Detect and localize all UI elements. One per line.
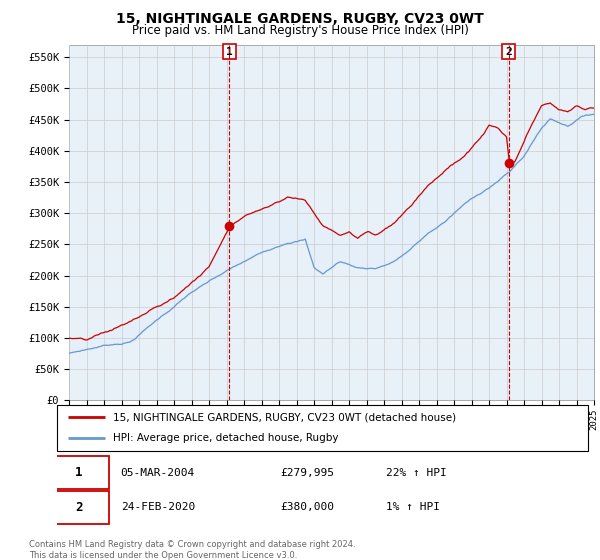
FancyBboxPatch shape	[57, 405, 588, 451]
Text: Contains HM Land Registry data © Crown copyright and database right 2024.
This d: Contains HM Land Registry data © Crown c…	[29, 540, 355, 560]
Text: 15, NIGHTINGALE GARDENS, RUGBY, CV23 0WT: 15, NIGHTINGALE GARDENS, RUGBY, CV23 0WT	[116, 12, 484, 26]
Text: 1% ↑ HPI: 1% ↑ HPI	[386, 502, 440, 512]
Text: 1: 1	[226, 46, 233, 57]
Text: £380,000: £380,000	[280, 502, 334, 512]
Text: HPI: Average price, detached house, Rugby: HPI: Average price, detached house, Rugb…	[113, 433, 338, 444]
Text: 22% ↑ HPI: 22% ↑ HPI	[386, 468, 447, 478]
Text: 05-MAR-2004: 05-MAR-2004	[121, 468, 195, 478]
Text: 2: 2	[505, 46, 512, 57]
FancyBboxPatch shape	[49, 491, 109, 524]
Text: 15, NIGHTINGALE GARDENS, RUGBY, CV23 0WT (detached house): 15, NIGHTINGALE GARDENS, RUGBY, CV23 0WT…	[113, 412, 456, 422]
FancyBboxPatch shape	[49, 456, 109, 489]
Text: 24-FEB-2020: 24-FEB-2020	[121, 502, 195, 512]
Text: 1: 1	[75, 466, 83, 479]
Text: £279,995: £279,995	[280, 468, 334, 478]
Text: 2: 2	[75, 501, 83, 514]
Text: Price paid vs. HM Land Registry's House Price Index (HPI): Price paid vs. HM Land Registry's House …	[131, 24, 469, 36]
